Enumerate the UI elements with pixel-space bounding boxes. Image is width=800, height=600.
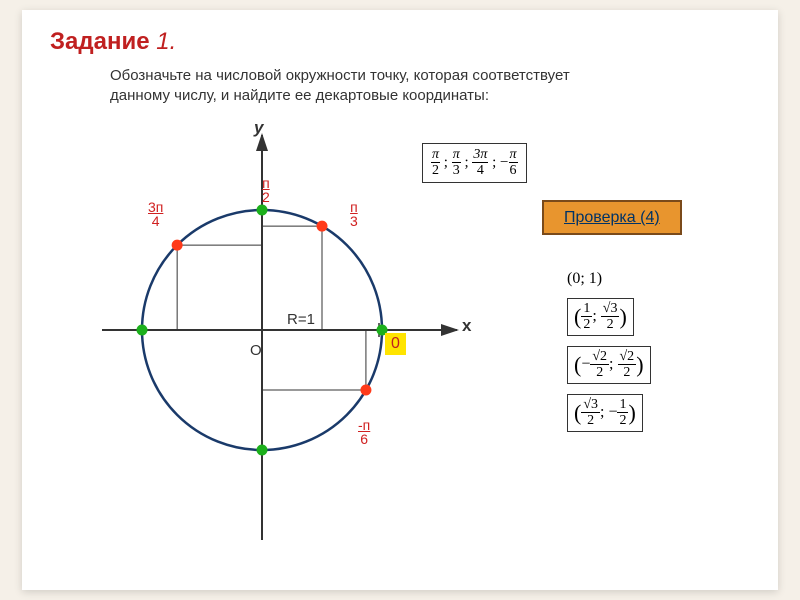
coordinate-item: (√32; −12) [567,394,651,432]
y-axis-label: y [254,118,263,138]
point-label-pi2: п2 [262,176,270,204]
x-axis-label: x [462,316,471,336]
radius-label: R=1 [287,311,315,328]
coordinate-item: (0; 1) [567,270,651,288]
origin-label: O [250,342,262,359]
check-button-label: Проверка (4) [564,209,660,226]
task-title: Задание 1. [50,28,750,56]
check-button[interactable]: Проверка (4) [542,200,682,235]
zero-label: 0 [385,333,406,355]
coordinates-list: (0; 1) (12; √32) (−√22; √22) (√32; −12) [567,270,651,442]
point-label-3pi4: 3п4 [148,200,163,228]
point-label-mpi6: -п6 [358,418,370,446]
slide-container: Задание 1. Обозначьте на числовой окружн… [22,10,778,590]
point-label-pi3: п3 [350,200,358,228]
coordinate-item: (−√22; √22) [567,346,651,384]
angle-numbers-list: π2 ; π3 ; 3π4 ; −π6 [422,143,527,183]
circle-svg [62,130,482,550]
coordinate-item: (12; √32) [567,298,651,336]
title-number: 1. [156,28,176,55]
title-prefix: Задание [50,28,150,55]
unit-circle-diagram: x y R=1 O 0 п2п33п4-п6 [62,130,482,555]
instruction-text: Обозначьте на числовой окружности точку,… [110,66,610,105]
